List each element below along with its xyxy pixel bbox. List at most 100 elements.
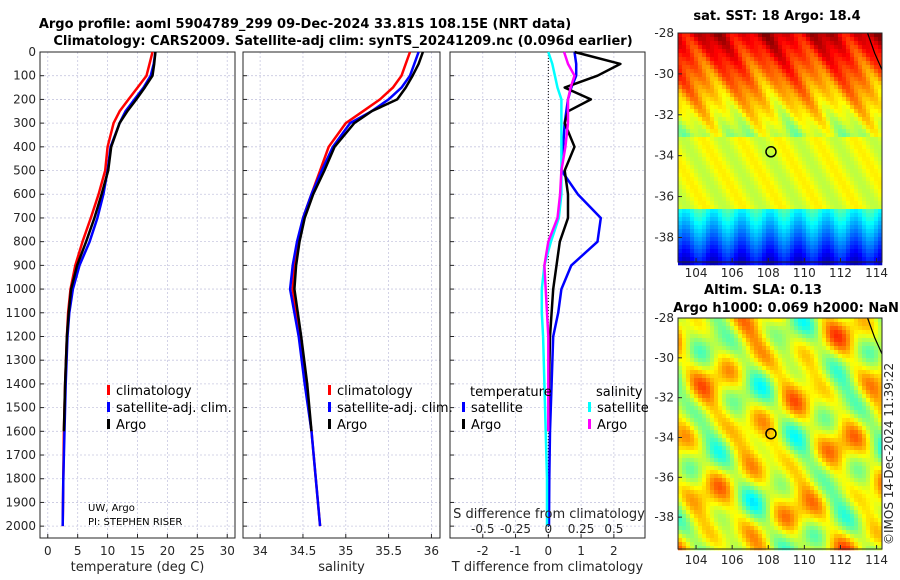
legend-label: satellite [471,401,523,416]
map-cell [750,414,755,419]
map-cell [718,414,723,419]
map-cell [730,402,735,407]
map-cell [678,77,683,82]
map-cell [794,217,799,222]
map-cell [686,241,691,246]
map-cell [862,374,867,379]
map-cell [690,334,695,339]
map-cell [802,346,807,351]
map-cell [846,237,851,242]
map-cell [870,438,875,443]
map-cell [786,93,791,98]
map-cell [842,398,847,403]
map-cell [790,374,795,379]
map-cell [822,402,827,407]
map-cell [830,418,835,423]
map-cell [746,225,751,230]
map-cell [786,209,791,214]
map-cell [874,346,879,351]
map-cell [746,109,751,114]
map-cell [722,129,727,134]
map-cell [790,213,795,218]
map-cell [738,402,743,407]
map-cell [726,69,731,74]
map-cell [834,73,839,78]
map-cell [698,342,703,347]
map-cell [698,257,703,262]
map-cell [718,442,723,447]
map-cell [702,149,707,154]
map-cell [858,257,863,262]
map-cell [862,41,867,46]
map-cell [722,414,727,419]
map-cell [706,450,711,455]
map-cell [698,109,703,114]
map-cell [782,261,787,266]
map-cell [814,402,819,407]
map-cell [754,338,759,343]
map-cell [682,101,687,106]
map-cell [782,346,787,351]
map-cell [718,346,723,351]
map-cell [842,137,847,142]
map-cell [822,53,827,58]
map-cell [778,165,783,170]
map-cell [730,101,735,106]
map-cell [694,422,699,427]
map-cell [838,338,843,343]
map-cell [754,354,759,359]
map-cell [698,129,703,134]
map-cell [702,169,707,174]
map-cell [686,390,691,395]
map-cell [734,358,739,363]
map-cell [830,221,835,226]
map-cell [870,169,875,174]
map-cell [754,261,759,266]
map-cell [746,350,751,355]
map-cell [678,93,683,98]
map-cell [782,386,787,391]
sst-map-title: sat. SST: 18 Argo: 18.4 [693,9,860,24]
map-cell [746,338,751,343]
legend-header-salinity: salinity [596,385,643,400]
map-cell [794,322,799,327]
map-cell [734,189,739,194]
map-cell [862,418,867,423]
map-cell [778,225,783,230]
map-cell [802,386,807,391]
map-cell [766,89,771,94]
map-cell [770,326,775,331]
map-cell [702,334,707,339]
map-cell [854,89,859,94]
map-cell [790,450,795,455]
map-cell [874,153,879,158]
map-cell [826,201,831,206]
map-cell [678,53,683,58]
map-cell [738,390,743,395]
map-cell [710,81,715,86]
map-cell [818,117,823,122]
map-cell [714,249,719,254]
map-cell [866,89,871,94]
map-cell [854,205,859,210]
map-cell [846,229,851,234]
map-cell [758,73,763,78]
map-cell [686,249,691,254]
legend-swatch [588,419,591,429]
map-cell [698,137,703,142]
map-cell [786,366,791,371]
map-cell [714,125,719,130]
map-cell [862,45,867,50]
map-cell [738,177,743,182]
map-cell [866,101,871,106]
map-cell [782,318,787,323]
map-cell [742,253,747,258]
map-cell [678,149,683,154]
map-cell [762,217,767,222]
map-cell [862,430,867,435]
map-cell [690,382,695,387]
map-cell [770,97,775,102]
map-cell [874,446,879,451]
map-cell [734,225,739,230]
map-cell [838,342,843,347]
